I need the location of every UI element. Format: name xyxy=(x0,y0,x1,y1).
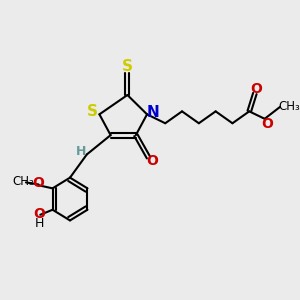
Text: O: O xyxy=(262,116,273,130)
Text: O: O xyxy=(146,154,158,168)
Text: S: S xyxy=(87,104,98,119)
Text: H: H xyxy=(34,217,44,230)
Text: H: H xyxy=(76,145,86,158)
Text: O: O xyxy=(250,82,262,96)
Text: CH₃: CH₃ xyxy=(13,175,34,188)
Text: CH₃: CH₃ xyxy=(278,100,300,113)
Text: S: S xyxy=(122,59,133,74)
Text: O: O xyxy=(34,207,46,221)
Text: O: O xyxy=(32,176,44,190)
Text: N: N xyxy=(146,105,159,120)
